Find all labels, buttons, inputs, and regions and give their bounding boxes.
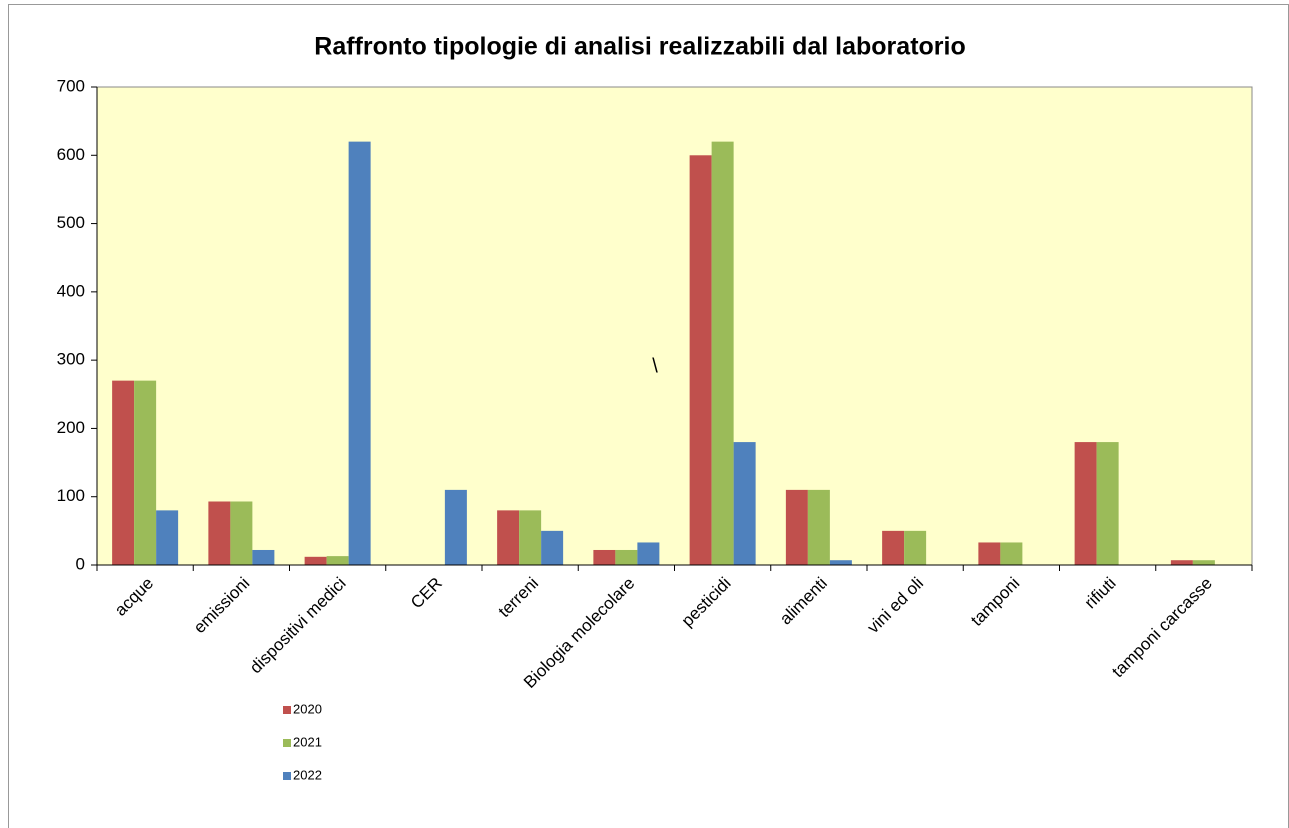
bar xyxy=(711,141,734,565)
legend-label: 2022 xyxy=(293,767,322,782)
bar xyxy=(519,510,542,565)
y-tick-label: 600 xyxy=(57,145,85,164)
bar xyxy=(785,489,808,565)
bar xyxy=(304,556,327,565)
bar xyxy=(904,530,927,565)
bar xyxy=(733,442,756,565)
bar xyxy=(1000,542,1023,565)
bar xyxy=(1096,442,1119,565)
bar xyxy=(134,380,157,565)
y-tick-label: 400 xyxy=(57,281,85,300)
bar xyxy=(230,501,253,565)
y-tick-label: 0 xyxy=(76,554,85,573)
bar xyxy=(1192,560,1215,565)
legend-label: 2021 xyxy=(293,734,322,749)
bar xyxy=(348,141,371,565)
bar xyxy=(252,549,275,565)
bar xyxy=(444,489,467,565)
legend-label: 2020 xyxy=(293,701,322,716)
bar xyxy=(689,155,712,566)
bar xyxy=(829,560,852,565)
bar xyxy=(1074,442,1097,565)
bar xyxy=(615,549,638,565)
bar xyxy=(637,542,660,565)
bar xyxy=(541,530,564,565)
legend-swatch xyxy=(283,772,291,780)
annotation: \ xyxy=(652,355,658,377)
bar xyxy=(978,542,1001,565)
y-tick-label: 100 xyxy=(57,486,85,505)
y-tick-label: 700 xyxy=(57,76,85,95)
bar xyxy=(1170,560,1193,565)
bar xyxy=(807,489,830,565)
legend-swatch xyxy=(283,706,291,714)
y-tick-label: 500 xyxy=(57,213,85,232)
bar xyxy=(497,510,520,565)
bar xyxy=(112,380,135,565)
y-tick-label: 200 xyxy=(57,418,85,437)
chart-title: Raffronto tipologie di analisi realizzab… xyxy=(314,33,965,61)
plot-area xyxy=(96,86,1253,566)
bar xyxy=(208,501,231,565)
bar xyxy=(326,556,349,565)
legend-swatch xyxy=(283,739,291,747)
y-tick-label: 300 xyxy=(57,350,85,369)
bar xyxy=(156,510,179,565)
bar xyxy=(593,549,616,565)
bar xyxy=(882,530,905,565)
